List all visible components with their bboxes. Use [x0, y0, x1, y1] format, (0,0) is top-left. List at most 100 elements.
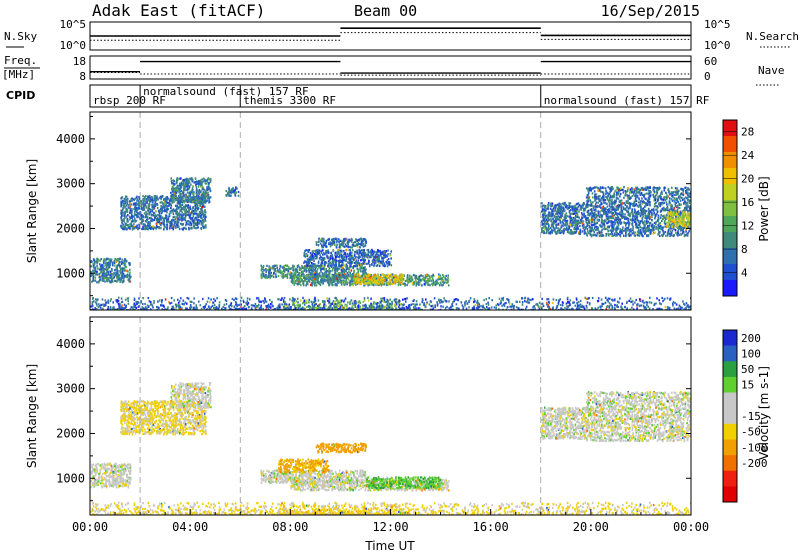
echo-cell [544, 220, 546, 223]
frequency-panel-frame [89, 55, 692, 80]
echo-cell [283, 270, 286, 273]
echo-cell [191, 217, 194, 220]
echo-cell [381, 282, 383, 285]
echo-cell [314, 257, 317, 260]
echo-cell [313, 283, 316, 286]
echo-cell [138, 206, 140, 209]
echo-cell [367, 277, 369, 280]
echo-cell [371, 263, 373, 266]
echo-cell [278, 269, 281, 272]
echo-cell [96, 273, 99, 276]
echo-cell [551, 221, 553, 224]
echo-cell [145, 205, 147, 208]
echo-cell [160, 201, 163, 204]
echo-cell [194, 181, 197, 184]
echo-cell [366, 255, 369, 258]
echo-cell [641, 217, 643, 220]
echo-cell [358, 256, 360, 260]
echo-cell [434, 283, 436, 286]
echo-cell [110, 276, 112, 279]
echo-cell [394, 278, 397, 281]
echo-cell [155, 196, 158, 199]
echo-cell [381, 273, 383, 276]
echo-cell [379, 276, 382, 279]
echo-cell [350, 254, 353, 257]
echo-cell [366, 253, 369, 257]
echo-cell [623, 234, 625, 237]
echo-cell [333, 241, 335, 244]
echo-cell [358, 239, 361, 242]
echo-cell [148, 212, 150, 216]
echo-cell [345, 257, 348, 260]
echo-cell [120, 262, 123, 266]
echo-cell [122, 207, 124, 210]
echo-cell [290, 267, 292, 270]
echo-cell [156, 218, 159, 221]
echo-cell [158, 218, 161, 221]
echo-cell [336, 270, 338, 273]
echo-cell [162, 198, 165, 201]
echo-cell [550, 226, 552, 230]
echo-cell [397, 284, 400, 287]
echo-cell [580, 212, 583, 215]
echo-cell [366, 281, 369, 285]
echo-cell [185, 208, 188, 211]
echo-cell [362, 258, 365, 261]
echo-cell [623, 215, 626, 218]
echo-cell [300, 268, 302, 271]
echo-cell [121, 262, 124, 265]
echo-cell [98, 274, 101, 277]
echo-cell [174, 199, 177, 202]
echo-cell [318, 257, 321, 260]
echo-cell [126, 210, 129, 214]
echo-cell [124, 259, 127, 262]
echo-cell [95, 260, 97, 263]
echo-cell [565, 216, 567, 220]
echo-cell [283, 268, 285, 271]
echo-cell [368, 260, 370, 264]
echo-cell [557, 204, 560, 207]
echo-cell [346, 242, 349, 245]
echo-cell [305, 254, 307, 257]
echo-cell [383, 265, 386, 268]
echo-cell [359, 275, 361, 278]
echo-cell [379, 279, 382, 282]
echo-cell [116, 266, 118, 269]
echo-cell [96, 265, 98, 268]
echo-cell [171, 224, 173, 227]
echo-cell [333, 276, 336, 279]
echo-cell [375, 255, 378, 259]
echo-cell [541, 205, 543, 208]
echo-cell [185, 183, 188, 186]
echo-cell [272, 265, 274, 268]
echo-cell [382, 282, 385, 285]
echo-cell [324, 251, 327, 255]
echo-cell [114, 279, 117, 283]
echo-cell [345, 274, 347, 277]
echo-cell [126, 273, 129, 276]
echo-region [225, 186, 240, 197]
echo-cell [543, 214, 545, 217]
echo-cell [332, 259, 334, 263]
echo-cell [323, 240, 325, 243]
echo-cell [320, 281, 323, 284]
echo-cell [348, 270, 350, 273]
echo-cell [176, 223, 179, 226]
echo-cell [342, 242, 345, 245]
echo-cell [573, 219, 576, 222]
echo-cell [188, 228, 190, 231]
echo-cell [207, 186, 209, 189]
echo-cell [575, 224, 577, 227]
echo-cell [315, 278, 318, 281]
echo-cell [168, 199, 171, 202]
echo-cell [670, 193, 673, 196]
echo-cell [548, 211, 550, 214]
echo-cell [173, 188, 176, 191]
echo-cell [133, 217, 136, 220]
echo-cell [122, 227, 124, 231]
echo-cell [190, 224, 192, 227]
echo-cell [314, 270, 317, 273]
echo-cell [334, 237, 337, 240]
echo-cell [161, 216, 164, 219]
echo-cell [342, 262, 344, 265]
